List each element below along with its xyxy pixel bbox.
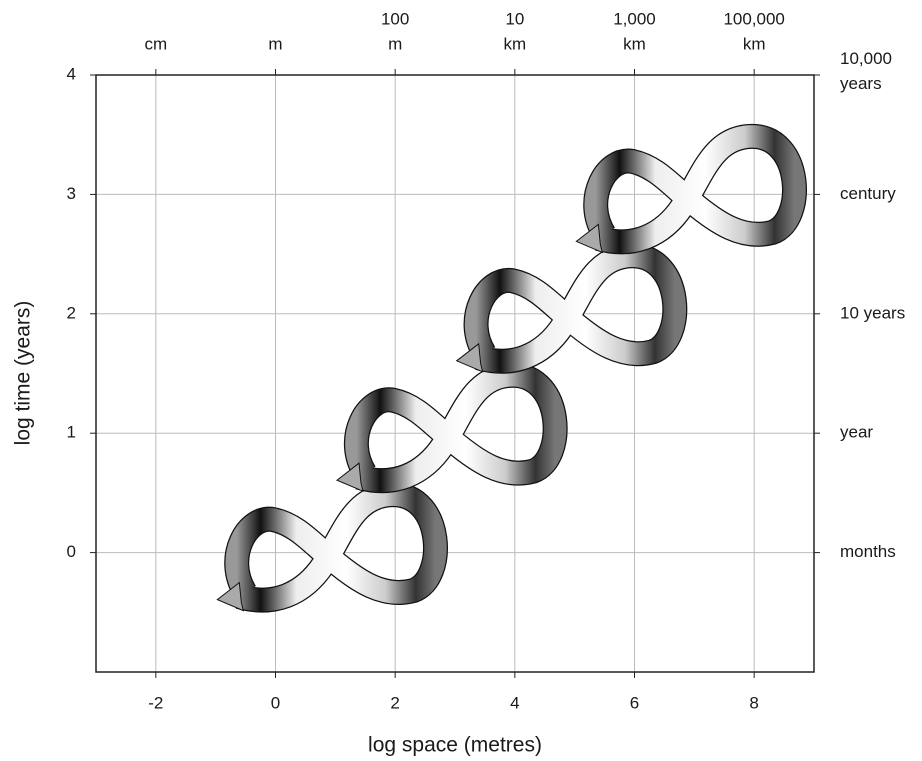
x-tick-label: 4 bbox=[510, 693, 519, 712]
ribbon-body bbox=[225, 483, 447, 612]
x2-tick-label: m bbox=[268, 34, 282, 53]
x2-tick-label: 1,000 bbox=[613, 9, 656, 28]
y2-tick-label: 10 years bbox=[840, 303, 905, 322]
y-tick-label: 0 bbox=[67, 542, 76, 561]
x-tick-label: 2 bbox=[390, 693, 399, 712]
x2-tick-label: m bbox=[388, 34, 402, 53]
y-tick-label: 3 bbox=[67, 184, 76, 203]
ribbon-body bbox=[345, 363, 567, 492]
x2-tick-label: 10 bbox=[505, 9, 524, 28]
plot-frame bbox=[95, 74, 815, 673]
x-tick-label: 8 bbox=[749, 693, 758, 712]
ribbon-arrow bbox=[455, 342, 484, 373]
ribbon-body bbox=[464, 244, 687, 373]
ribbon-arrow bbox=[216, 581, 245, 612]
marker bbox=[455, 243, 688, 374]
x-axis-title: log space (metres) bbox=[368, 734, 542, 757]
ribbon-arrow bbox=[575, 223, 604, 254]
x2-tick-label: km bbox=[623, 34, 646, 53]
y2-tick-label: months bbox=[840, 542, 896, 561]
x-tick-label: 6 bbox=[630, 693, 639, 712]
x2-tick-label: km bbox=[743, 34, 766, 53]
x-tick-label: 0 bbox=[271, 693, 280, 712]
marker bbox=[336, 362, 568, 494]
y-axis-title: log time (years) bbox=[12, 301, 35, 446]
ribbon-body bbox=[584, 125, 806, 254]
x2-tick-label: 100 bbox=[381, 9, 409, 28]
x2-tick-label: cm bbox=[144, 34, 167, 53]
ribbon-arrow bbox=[336, 462, 364, 493]
y-tick-label: 4 bbox=[67, 64, 76, 83]
x2-tick-label: km bbox=[503, 34, 526, 53]
y-tick-label: 1 bbox=[67, 423, 76, 442]
y2-tick-label: century bbox=[840, 184, 896, 203]
x2-tick-label: 100,000 bbox=[723, 9, 784, 28]
y2-tick-label: year bbox=[840, 423, 873, 442]
y-tick-label: 2 bbox=[67, 303, 76, 322]
marker bbox=[216, 482, 448, 613]
y2-tick-label: 10,000 bbox=[840, 49, 892, 68]
x-tick-label: -2 bbox=[148, 693, 163, 712]
marker bbox=[575, 123, 807, 255]
y2-tick-label: years bbox=[840, 74, 882, 93]
